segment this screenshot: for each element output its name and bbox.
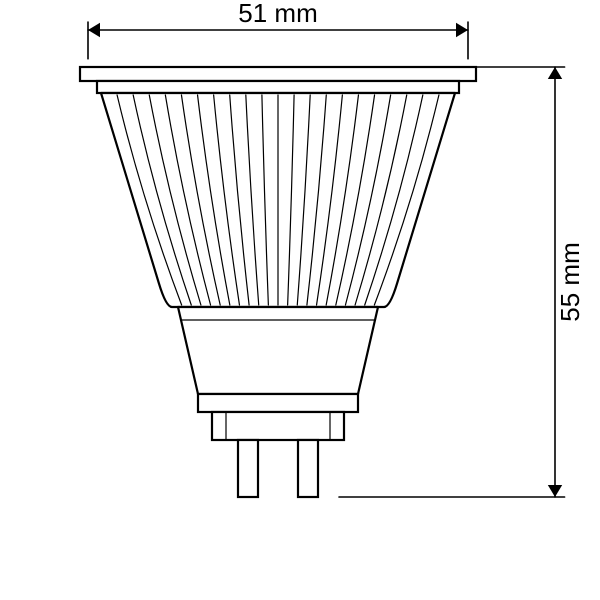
width-dimension: 51 mm	[88, 0, 468, 59]
lamp-outline	[80, 67, 476, 497]
dimensional-drawing: 51 mm 55 mm	[0, 0, 600, 600]
height-label: 55 mm	[555, 242, 585, 321]
width-label: 51 mm	[238, 0, 317, 28]
